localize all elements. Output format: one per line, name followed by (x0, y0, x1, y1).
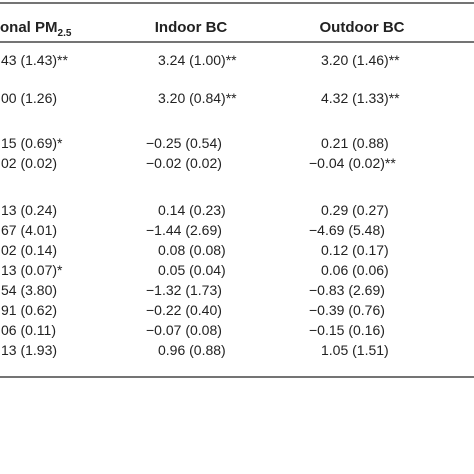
header-cell: Indoor BC (155, 19, 228, 36)
cell: 0.12 (0.17) (321, 242, 389, 258)
cell: 13 (1.93) (1, 342, 57, 358)
cell: 3.24 (1.00)** (158, 52, 237, 68)
cell: 91 (0.62) (1, 302, 57, 318)
header-cell: Outdoor BC (320, 19, 405, 36)
cell: 0.29 (0.27) (321, 202, 389, 218)
cell: 13 (0.07)* (1, 262, 63, 278)
table-body: 43 (1.43)** 3.24 (1.00)** 3.20 (1.46)** 00 … (1, 52, 400, 358)
cell: 0.21 (0.88) (321, 135, 389, 151)
cell: 0.14 (0.23) (158, 202, 226, 218)
cell: 13 (0.24) (1, 202, 57, 218)
cell: −0.07 (0.08) (146, 322, 222, 338)
cell: 02 (0.14) (1, 242, 57, 258)
cell: 67 (4.01) (1, 222, 57, 238)
cell: 06 (0.11) (1, 322, 56, 338)
cell: −0.15 (0.16) (309, 322, 385, 338)
header-cell: onal PM2.5 (0, 19, 72, 39)
cell: 0.05 (0.04) (158, 262, 226, 278)
cell: 02 (0.02) (1, 155, 57, 171)
cell: 54 (3.80) (1, 282, 57, 298)
cell: −0.39 (0.76) (309, 302, 385, 318)
cell: 3.20 (0.84)** (158, 90, 237, 106)
cell: −1.32 (1.73) (146, 282, 222, 298)
cell: −0.04 (0.02)** (309, 155, 396, 171)
cell: 0.96 (0.88) (158, 342, 226, 358)
cell: 15 (0.69)* (1, 135, 63, 151)
cell: 1.05 (1.51) (321, 342, 389, 358)
cell: −1.44 (2.69) (146, 222, 222, 238)
cell: −0.02 (0.02) (146, 155, 222, 171)
cell: −0.83 (2.69) (309, 282, 385, 298)
cell: 4.32 (1.33)** (321, 90, 400, 106)
cell: 0.06 (0.06) (321, 262, 389, 278)
cell: −0.22 (0.40) (146, 302, 222, 318)
cell: 0.08 (0.08) (158, 242, 226, 258)
cell: 43 (1.43)** (1, 52, 68, 68)
header-text: onal PM (0, 19, 58, 36)
cell: −4.69 (5.48) (309, 222, 385, 238)
cell: 3.20 (1.46)** (321, 52, 400, 68)
header-subscript: 2.5 (58, 28, 72, 39)
cell: −0.25 (0.54) (146, 135, 222, 151)
cell: 00 (1.26) (1, 90, 57, 106)
